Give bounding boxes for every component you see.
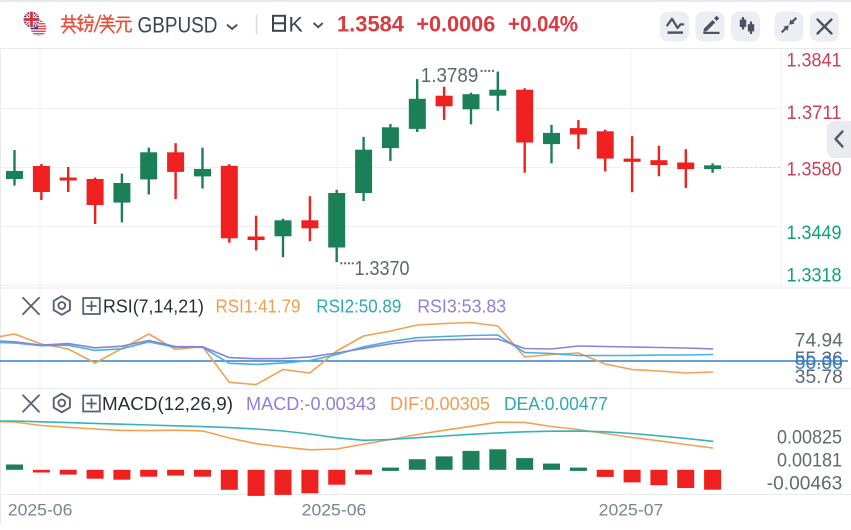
svg-text:1.3584: 1.3584 bbox=[337, 12, 405, 37]
svg-text:0.00181: 0.00181 bbox=[777, 451, 842, 472]
svg-text:74.94: 74.94 bbox=[795, 330, 843, 351]
svg-text:-0.00463: -0.00463 bbox=[767, 474, 843, 495]
svg-text:1.3580: 1.3580 bbox=[787, 160, 842, 181]
svg-text:1.3711: 1.3711 bbox=[787, 103, 842, 124]
svg-text:1.3370: 1.3370 bbox=[355, 258, 410, 280]
svg-text:+0.04%: +0.04% bbox=[508, 12, 578, 37]
svg-text:MACD(12,26,9): MACD(12,26,9) bbox=[102, 393, 233, 414]
svg-text:+0.0006: +0.0006 bbox=[416, 12, 495, 37]
svg-text:1.3449: 1.3449 bbox=[787, 223, 842, 244]
svg-text:RSI1:41.79: RSI1:41.79 bbox=[216, 297, 301, 317]
svg-text:RSI2:50.89: RSI2:50.89 bbox=[316, 297, 401, 317]
svg-text:2025-07: 2025-07 bbox=[599, 502, 664, 520]
svg-text:2025-06: 2025-06 bbox=[302, 502, 367, 520]
svg-text:35.78: 35.78 bbox=[795, 367, 843, 388]
svg-text:50.00: 50.00 bbox=[795, 353, 843, 374]
svg-text:DIF:0.00305: DIF:0.00305 bbox=[390, 394, 490, 414]
svg-text:K: K bbox=[289, 13, 304, 37]
svg-text:1.3318: 1.3318 bbox=[787, 266, 842, 287]
svg-text:GBPUSD: GBPUSD bbox=[138, 13, 218, 38]
svg-text:RSI3:53.83: RSI3:53.83 bbox=[417, 297, 506, 317]
svg-text:RSI(7,14,21): RSI(7,14,21) bbox=[103, 296, 204, 317]
svg-text:2025-06: 2025-06 bbox=[8, 502, 73, 520]
svg-text:DEA:0.00477: DEA:0.00477 bbox=[504, 394, 608, 414]
svg-text:0.00825: 0.00825 bbox=[777, 428, 842, 449]
svg-text:1.3841: 1.3841 bbox=[787, 51, 842, 72]
svg-text:1.3789: 1.3789 bbox=[421, 65, 479, 87]
svg-text:MACD:-0.00343: MACD:-0.00343 bbox=[246, 394, 376, 414]
svg-text:55.36: 55.36 bbox=[795, 349, 843, 370]
